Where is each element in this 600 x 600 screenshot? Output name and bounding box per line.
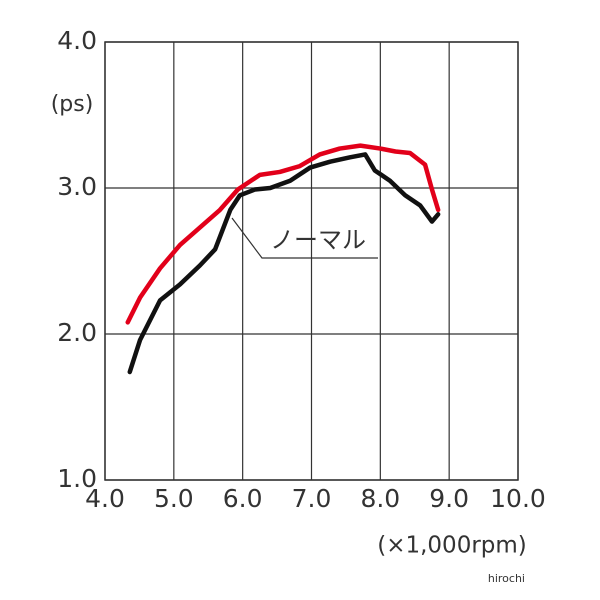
data-line [127,152,441,375]
x-tick-label: 7.0 [292,484,332,513]
y-tick-label: 3.0 [57,172,97,201]
x-tick-label: 6.0 [223,484,263,513]
annotation-leader [231,217,378,259]
x-tick-label: 10.0 [490,484,546,513]
y-tick-label: 1.0 [57,464,97,493]
x-tick-label: 8.0 [360,484,400,513]
x-axis-label: (×1,000rpm) [377,533,527,559]
watermark: hirochi [488,572,525,585]
y-axis-label: (ps) [51,92,94,117]
x-tick-label: 9.0 [429,484,469,513]
x-tick-label: 4.0 [85,484,125,513]
annotation: ノーマル [270,226,366,254]
data-line [125,143,441,325]
y-tick-label: 4.0 [57,26,97,55]
plot-border [104,41,519,481]
x-tick-label: 5.0 [154,484,194,513]
y-tick-label: 2.0 [57,318,97,347]
plot-area: 4.0 5.0 6.0 7.0 8.0 9.0 10.0 1.0 2.0 3.0 4.0 [57,26,546,513]
